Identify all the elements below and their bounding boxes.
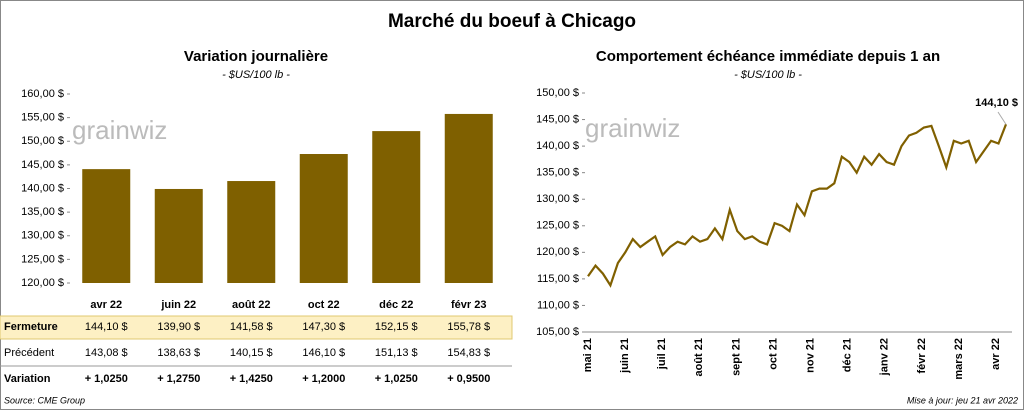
x-tick-label: août 21: [693, 338, 705, 377]
y-tick-label: 135,00 $: [21, 206, 64, 218]
bar: [227, 181, 276, 283]
table-cell: 147,30 $: [302, 321, 345, 333]
table-cell: + 1,0250: [375, 373, 418, 385]
row-highlight: [0, 315, 513, 340]
x-tick-label: juil 21: [656, 338, 668, 370]
y-tick-label: 125,00 $: [21, 253, 64, 265]
table-cell: + 1,4250: [230, 373, 273, 385]
x-tick-label: mai 21: [582, 338, 594, 372]
source: Source: CME Group: [4, 395, 85, 405]
x-tick-label: oct 21: [767, 338, 779, 370]
x-tick-label: avr 22: [990, 338, 1002, 370]
y-tick-label: 140,00 $: [21, 182, 64, 194]
y-tick-label: 140,00 $: [536, 140, 579, 152]
table-cell: 151,13 $: [375, 347, 418, 359]
x-tick-label: déc 21: [842, 338, 854, 372]
x-tick-label: avr 22: [90, 299, 122, 311]
table-cell: 138,63 $: [157, 347, 200, 359]
x-tick-label: févr 22: [916, 338, 928, 373]
chart-subtitle: - $US/100 lb -: [734, 69, 802, 81]
row-label: Précédent: [4, 347, 54, 359]
table-cell: 155,78 $: [447, 321, 490, 333]
x-tick-label: août 22: [232, 299, 271, 311]
bar: [299, 154, 348, 283]
table-cell: 146,10 $: [302, 347, 345, 359]
chart-subtitle: - $US/100 lb -: [222, 69, 290, 81]
annotation-leader: [997, 111, 1007, 125]
y-tick-label: 130,00 $: [21, 230, 64, 242]
x-tick-label: juin 21: [619, 338, 631, 374]
y-tick-label: 150,00 $: [21, 135, 64, 147]
y-tick-label: 115,00 $: [537, 273, 579, 285]
table-cell: 141,58 $: [230, 321, 273, 333]
x-tick-label: mars 22: [953, 338, 965, 380]
table-cell: 152,15 $: [375, 321, 418, 333]
y-tick-label: 150,00 $: [536, 87, 579, 99]
table-cell: 154,83 $: [447, 347, 490, 359]
y-tick-label: 160,00 $: [21, 88, 64, 100]
table-cell: + 1,0250: [85, 373, 128, 385]
updated: Mise à jour: jeu 21 avr 2022: [907, 395, 1018, 405]
y-tick-label: 130,00 $: [536, 193, 579, 205]
annotation: 144,10 $: [975, 97, 1018, 109]
watermark: grainwiz: [72, 115, 167, 145]
bar: [82, 169, 131, 283]
bar: [372, 131, 421, 283]
x-tick-label: juin 22: [160, 299, 196, 311]
table-cell: 139,90 $: [157, 321, 200, 333]
row-label: Variation: [4, 373, 51, 385]
y-tick-label: 145,00 $: [21, 159, 64, 171]
y-tick-label: 120,00 $: [21, 277, 64, 289]
table-cell: 143,08 $: [85, 347, 128, 359]
y-tick-label: 125,00 $: [536, 220, 579, 232]
x-tick-label: févr 23: [451, 299, 486, 311]
table-cell: 140,15 $: [230, 347, 273, 359]
table-cell: + 1,2750: [157, 373, 200, 385]
y-tick-label: 105,00 $: [536, 326, 579, 338]
table-cell: 144,10 $: [85, 321, 128, 333]
price-line: [587, 123, 1008, 288]
row-label: Fermeture: [4, 321, 58, 333]
y-tick-label: 145,00 $: [536, 113, 579, 125]
x-tick-label: janv 22: [879, 338, 891, 376]
chart-title: Comportement échéance immédiate depuis 1…: [596, 48, 940, 65]
y-tick-label: 135,00 $: [536, 167, 579, 179]
chart-title: Variation journalière: [184, 48, 328, 65]
table-cell: + 0,9500: [447, 373, 490, 385]
x-tick-label: nov 21: [805, 338, 817, 373]
y-tick-label: 110,00 $: [537, 299, 579, 311]
x-tick-label: déc 22: [379, 299, 413, 311]
y-tick-label: 120,00 $: [536, 246, 579, 258]
page-title: Marché du boeuf à Chicago: [388, 11, 636, 32]
y-tick-label: 155,00 $: [21, 112, 64, 124]
bar: [154, 188, 203, 283]
table-cell: + 1,2000: [302, 373, 345, 385]
bar: [444, 113, 493, 283]
x-tick-label: sept 21: [730, 338, 742, 376]
watermark: grainwiz: [585, 113, 680, 143]
x-tick-label: oct 22: [308, 299, 340, 311]
